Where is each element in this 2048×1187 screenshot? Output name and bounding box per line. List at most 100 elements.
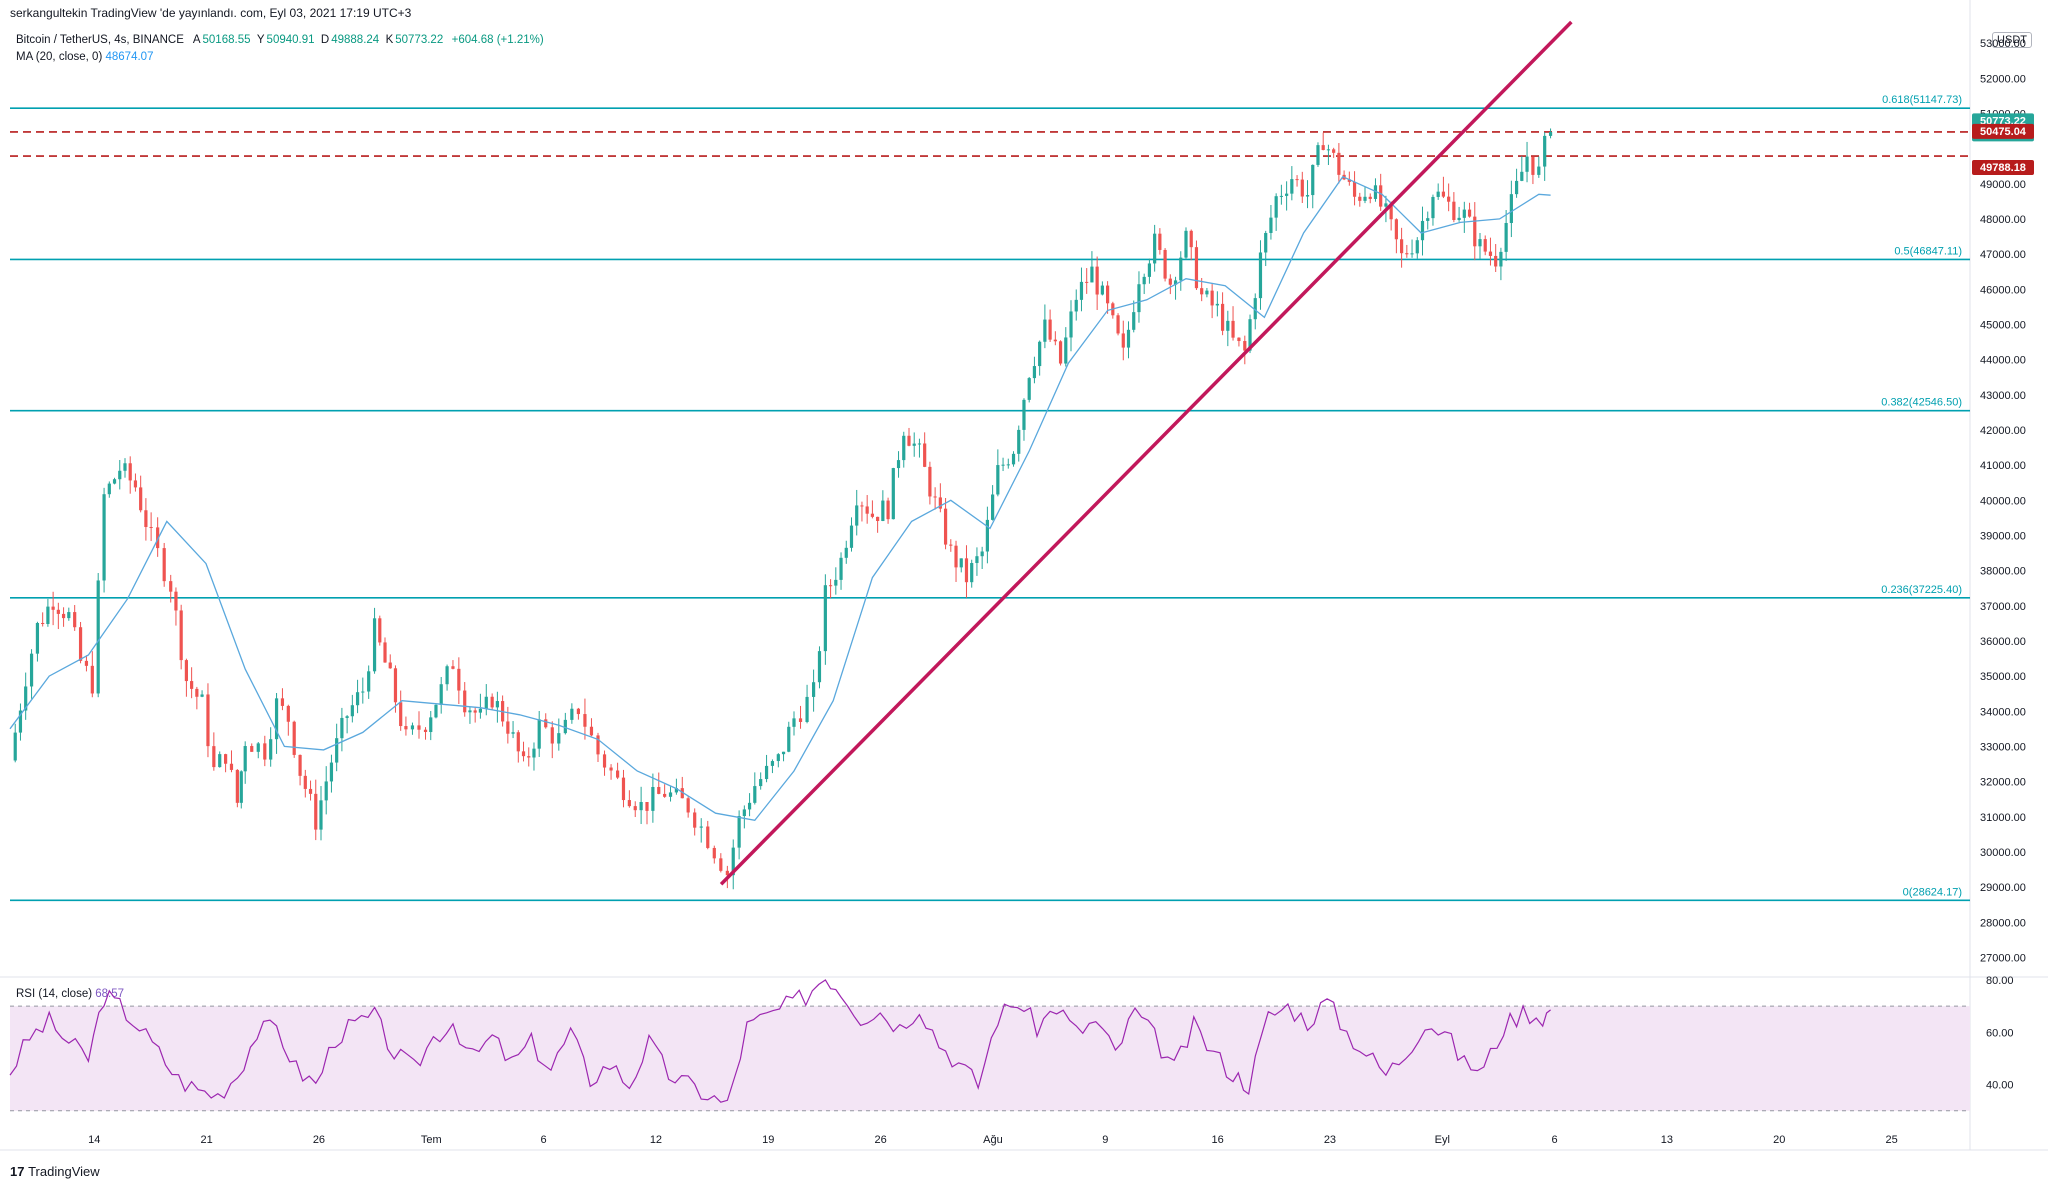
candle-body bbox=[817, 651, 822, 683]
candle-body bbox=[1038, 341, 1042, 367]
candle-body bbox=[292, 721, 296, 755]
candle-body bbox=[286, 705, 290, 722]
candle-body bbox=[46, 606, 50, 624]
candle-body bbox=[747, 802, 752, 810]
candle-body bbox=[621, 777, 626, 801]
candle-body bbox=[468, 710, 472, 713]
tradingview-brand: 17 TradingView bbox=[10, 1164, 100, 1179]
candle-body bbox=[1452, 201, 1456, 221]
y-tick-label-12: 39000.00 bbox=[1980, 530, 2026, 542]
candle-body bbox=[1153, 233, 1157, 264]
candle-body bbox=[506, 721, 510, 734]
candle-body bbox=[1274, 196, 1278, 218]
candle-body bbox=[712, 847, 716, 859]
candle-body bbox=[463, 690, 467, 713]
candle-body bbox=[269, 739, 273, 760]
tradingview-logo-icon: 17 bbox=[10, 1164, 25, 1179]
candle-body bbox=[1253, 298, 1257, 320]
symbol-name: Bitcoin / TetherUS, 4s, BINANCE bbox=[16, 34, 184, 46]
candle-body bbox=[1537, 166, 1541, 175]
candle-body bbox=[1478, 239, 1482, 247]
candle-body bbox=[1494, 255, 1498, 267]
candle-body bbox=[118, 470, 122, 480]
candle-body bbox=[224, 754, 228, 764]
candle-body bbox=[1001, 464, 1005, 466]
candle-body bbox=[912, 443, 916, 446]
candle-body bbox=[557, 733, 561, 744]
candle-body bbox=[1022, 399, 1026, 430]
x-tick-label-3: Tem bbox=[421, 1134, 442, 1146]
candle-body bbox=[1069, 311, 1073, 338]
candle-body bbox=[583, 714, 587, 727]
candle-body bbox=[865, 506, 869, 514]
candle-body bbox=[959, 558, 963, 568]
candle-body bbox=[1358, 196, 1362, 201]
candle-body bbox=[123, 463, 127, 471]
candle-body bbox=[1520, 171, 1524, 181]
fib-label-1: 0.5(46847.11) bbox=[1894, 245, 1962, 257]
candle-body bbox=[367, 671, 371, 692]
low-label: D bbox=[320, 34, 330, 46]
candle-body bbox=[674, 788, 678, 793]
candle-body bbox=[329, 762, 334, 782]
rsi-label: RSI (14, close) bbox=[16, 988, 93, 1000]
candle-body bbox=[1483, 239, 1487, 252]
candle-body bbox=[1379, 185, 1383, 207]
candle-body bbox=[886, 500, 890, 520]
candle-body bbox=[759, 779, 763, 787]
symbol-legend[interactable]: Bitcoin / TetherUS, 4s, BINANCE A 50168.5… bbox=[16, 34, 544, 46]
candle-body bbox=[699, 826, 703, 828]
y-tick-label-6: 33000.00 bbox=[1980, 741, 2026, 753]
candle-body bbox=[56, 609, 60, 614]
candle-body bbox=[1085, 281, 1089, 283]
candle-body bbox=[1531, 156, 1535, 175]
candle-body bbox=[229, 763, 234, 770]
candle-body bbox=[162, 548, 166, 582]
candle-body bbox=[1405, 253, 1409, 255]
candle-body bbox=[1074, 299, 1078, 312]
candle-body bbox=[570, 708, 574, 720]
ma-legend[interactable]: MA (20, close, 0) 48674.07 bbox=[16, 51, 153, 63]
candle-body bbox=[907, 435, 911, 446]
x-tick-label-7: 26 bbox=[874, 1134, 886, 1146]
candle-body bbox=[1163, 249, 1167, 279]
candle-body bbox=[133, 480, 138, 488]
candle-body bbox=[13, 732, 17, 761]
candle-body bbox=[828, 585, 833, 587]
candle-body bbox=[1394, 219, 1398, 240]
candle-body bbox=[1332, 149, 1336, 153]
candle-body bbox=[1436, 191, 1440, 197]
candle-body bbox=[917, 443, 922, 445]
candle-body bbox=[239, 771, 243, 803]
candle-body bbox=[1352, 181, 1357, 197]
candle-body bbox=[41, 622, 45, 624]
candle-body bbox=[250, 746, 254, 752]
candle-body bbox=[902, 435, 906, 461]
candle-body bbox=[949, 544, 953, 546]
y-tick-label-24: 52000.00 bbox=[1980, 73, 2026, 85]
rsi-tick-label-0: 40.00 bbox=[1986, 1080, 2014, 1092]
candle-body bbox=[781, 751, 786, 755]
candle-body bbox=[1467, 209, 1472, 217]
candle-body bbox=[1053, 339, 1057, 342]
candle-body bbox=[1205, 290, 1209, 295]
candle-body bbox=[1043, 319, 1047, 342]
candle-body bbox=[870, 513, 874, 517]
fib-label-3: 0.236(37225.40) bbox=[1881, 584, 1962, 596]
ma-label: MA (20, close, 0) bbox=[16, 51, 103, 63]
candle-body bbox=[511, 732, 515, 734]
candle-body bbox=[521, 751, 526, 757]
candle-body bbox=[51, 606, 55, 610]
candle-body bbox=[169, 581, 173, 592]
currency-button[interactable]: USDT bbox=[1992, 32, 2032, 48]
candle-body bbox=[18, 710, 23, 733]
candle-body bbox=[335, 738, 339, 763]
close-label: K bbox=[385, 34, 394, 46]
candle-body bbox=[144, 510, 148, 528]
candle-body bbox=[355, 692, 360, 706]
rsi-legend[interactable]: RSI (14, close) 68.57 bbox=[16, 988, 124, 1000]
candle-body bbox=[731, 847, 735, 876]
candle-body bbox=[308, 788, 313, 794]
candle-body bbox=[1285, 193, 1289, 196]
